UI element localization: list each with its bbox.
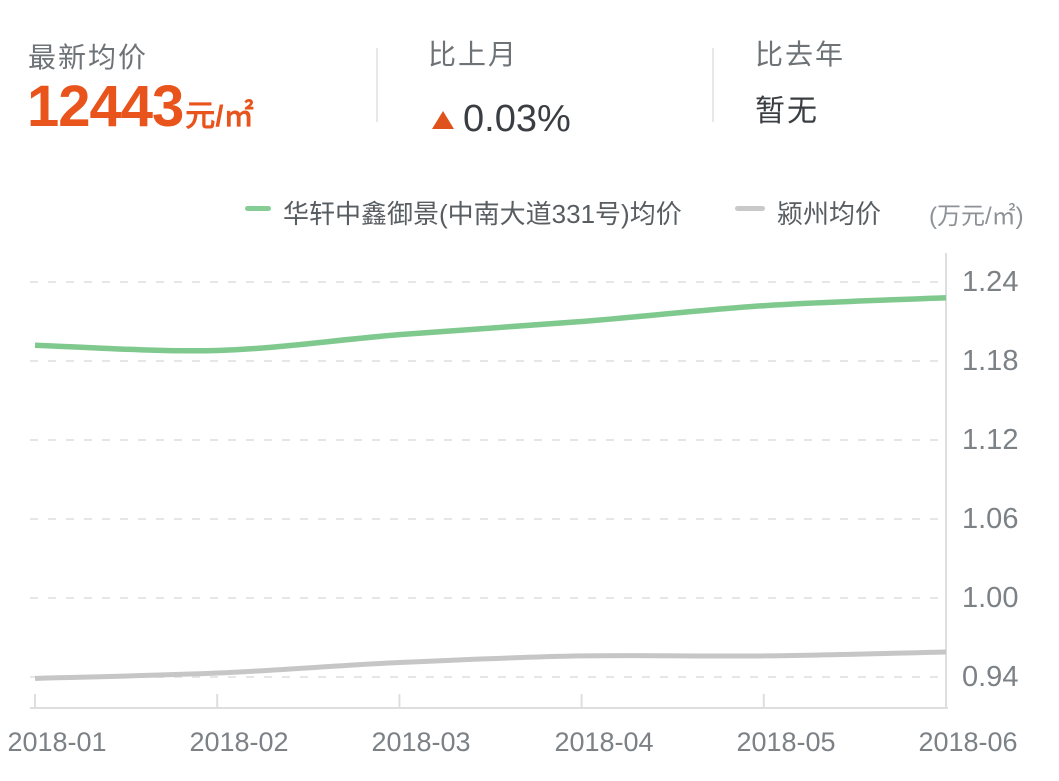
legend-label-district: 颍州均价 <box>777 199 882 229</box>
xtick-2018-04: 2018-04 <box>554 727 654 757</box>
header-divider-2 <box>712 48 714 122</box>
xtick-2018-05: 2018-05 <box>736 727 836 757</box>
series-line-district[interactable] <box>34 649 947 681</box>
ytick-1-00: 1.00 <box>962 582 1019 614</box>
xtick-2018-06: 2018-06 <box>918 727 1018 757</box>
legend-line-icon-gray <box>735 206 765 211</box>
yoy-label: 比去年 <box>755 39 846 70</box>
latest-price-value: 12443元/㎡ <box>27 78 254 136</box>
latest-price-label: 最新均价 <box>28 42 149 73</box>
latest-price-number: 12443 <box>27 74 184 139</box>
header-divider-1 <box>376 48 378 122</box>
legend-label-project: 华轩中鑫御景(中南大道331号)均价 <box>283 199 682 229</box>
xtick-2018-03: 2018-03 <box>371 727 471 757</box>
series-line-project[interactable] <box>34 295 947 354</box>
xtick-2018-02: 2018-02 <box>189 727 289 757</box>
legend-line-icon-green <box>245 206 271 211</box>
yoy-value: 暂无 <box>755 95 819 128</box>
ytick-1-24: 1.24 <box>962 266 1019 298</box>
ytick-1-12: 1.12 <box>962 424 1019 456</box>
ytick-0-94: 0.94 <box>962 661 1019 693</box>
mom-value: 0.03% <box>432 100 571 138</box>
yaxis-unit-label: (万元/㎡) <box>929 203 1024 230</box>
mom-percent: 0.03% <box>463 98 571 140</box>
ytick-1-18: 1.18 <box>962 345 1019 377</box>
latest-price-unit: 元/㎡ <box>185 100 254 133</box>
mom-label: 比上月 <box>428 39 519 70</box>
xtick-2018-01: 2018-01 <box>7 727 107 757</box>
triangle-up-icon <box>432 111 454 129</box>
ytick-1-06: 1.06 <box>962 503 1019 535</box>
